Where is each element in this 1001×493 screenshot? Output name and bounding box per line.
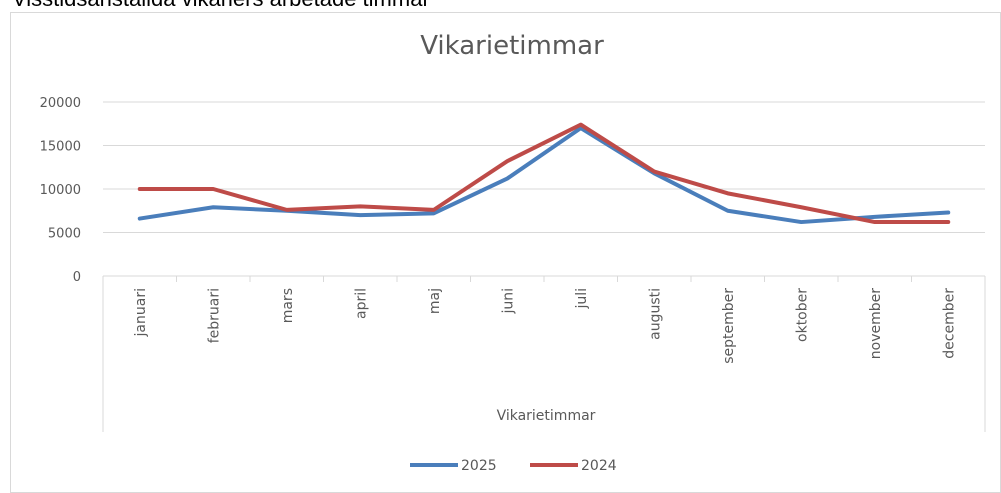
x-tick-label: april — [353, 288, 369, 319]
chart-title: Vikarietimmar — [420, 31, 604, 61]
x-axis-title: Vikarietimmar — [497, 408, 596, 424]
x-tick-label: juni — [500, 288, 516, 315]
y-tick-label: 10000 — [40, 183, 81, 198]
page-heading: Visstidsanställda vikariers arbetade tim… — [12, 0, 430, 12]
y-tick-label: 20000 — [40, 96, 81, 111]
line-series — [137, 126, 951, 225]
y-tick-label: 15000 — [40, 140, 81, 155]
y-tick-label: 5000 — [48, 227, 81, 242]
x-tick-label: mars — [280, 288, 296, 323]
chart-frame — [10, 12, 1001, 493]
line-series — [137, 122, 951, 225]
x-tick-label: december — [941, 288, 957, 359]
x-tick-label: juli — [574, 288, 590, 310]
x-tick-label: september — [721, 288, 737, 364]
x-tick-label: oktober — [794, 288, 810, 342]
x-tick-label: maj — [427, 288, 443, 314]
legend-label: 2024 — [581, 458, 617, 474]
y-tick-label: 0 — [73, 270, 81, 285]
legend-label: 2025 — [461, 458, 497, 474]
x-tick-label: januari — [133, 288, 149, 337]
x-tick-label: augusti — [647, 288, 663, 340]
x-tick-label: november — [868, 288, 884, 359]
x-tick-label: februari — [206, 288, 222, 343]
